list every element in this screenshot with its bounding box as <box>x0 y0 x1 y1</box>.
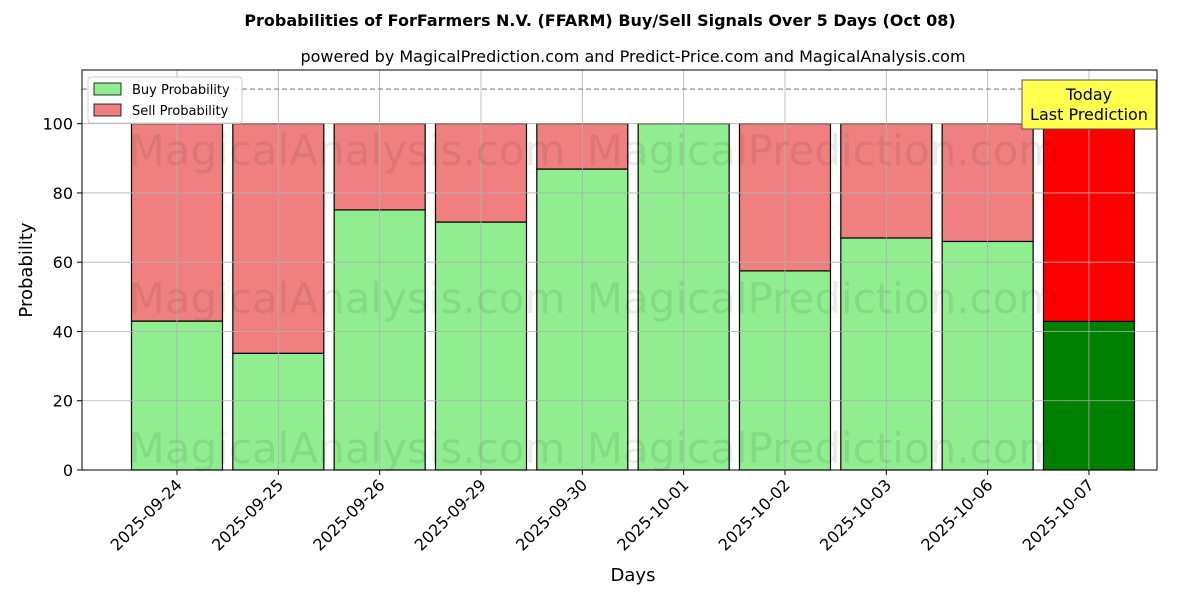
watermark: MagicalAnalysis.com <box>129 126 566 175</box>
legend: Buy Probability Sell Probability <box>87 76 243 124</box>
legend-swatch-sell <box>93 103 122 117</box>
watermark: MagicalAnalysis.com <box>129 424 566 473</box>
x-tick-label: 2025-10-01 <box>613 475 692 554</box>
chart-subtitle: powered by MagicalPrediction.com and Pre… <box>300 47 965 66</box>
x-tick-label: 2025-09-25 <box>208 475 287 554</box>
y-tick-label: 0 <box>63 461 73 480</box>
annotation-line1: Today <box>1065 85 1112 104</box>
plot-frame <box>81 69 1158 471</box>
x-tick-label: 2025-09-26 <box>309 475 388 554</box>
annotation-line2: Last Prediction <box>1030 105 1148 124</box>
watermark: MagicalPrediction.com <box>587 274 1060 323</box>
legend-label-sell: Sell Probability <box>132 104 229 119</box>
x-tick-label: 2025-10-06 <box>917 475 996 554</box>
x-tick-label: 2025-09-30 <box>512 475 591 554</box>
x-tick-label: 2025-09-24 <box>107 475 186 554</box>
y-tick-label: 100 <box>42 115 73 134</box>
y-tick-label: 40 <box>53 322 73 341</box>
x-tick-label: 2025-10-02 <box>715 475 794 554</box>
y-tick-label: 60 <box>53 253 73 272</box>
x-axis-label: Days <box>611 565 656 586</box>
x-tick-label: 2025-10-07 <box>1019 475 1098 554</box>
legend-label-buy: Buy Probability <box>132 83 230 98</box>
chart-title: Probabilities of ForFarmers N.V. (FFARM)… <box>244 11 955 30</box>
x-tick-label: 2025-09-29 <box>411 475 490 554</box>
y-axis: 0 20 40 60 80 100 <box>42 115 82 480</box>
watermark: MagicalAnalysis.com <box>129 274 566 323</box>
y-tick-label: 80 <box>53 184 73 203</box>
watermark: MagicalPrediction.com <box>587 126 1060 175</box>
x-axis: 2025-09-24 2025-09-25 2025-09-26 2025-09-29… <box>107 470 1098 555</box>
y-tick-label: 20 <box>53 392 73 411</box>
y-axis-label: Probability <box>16 222 37 317</box>
legend-swatch-buy <box>93 82 122 96</box>
watermarks: MagicalAnalysis.com MagicalPrediction.com… <box>129 126 1060 473</box>
x-tick-label: 2025-10-03 <box>816 475 895 554</box>
watermark: MagicalPrediction.com <box>587 424 1060 473</box>
annotation-box: Today Last Prediction <box>1021 79 1157 130</box>
